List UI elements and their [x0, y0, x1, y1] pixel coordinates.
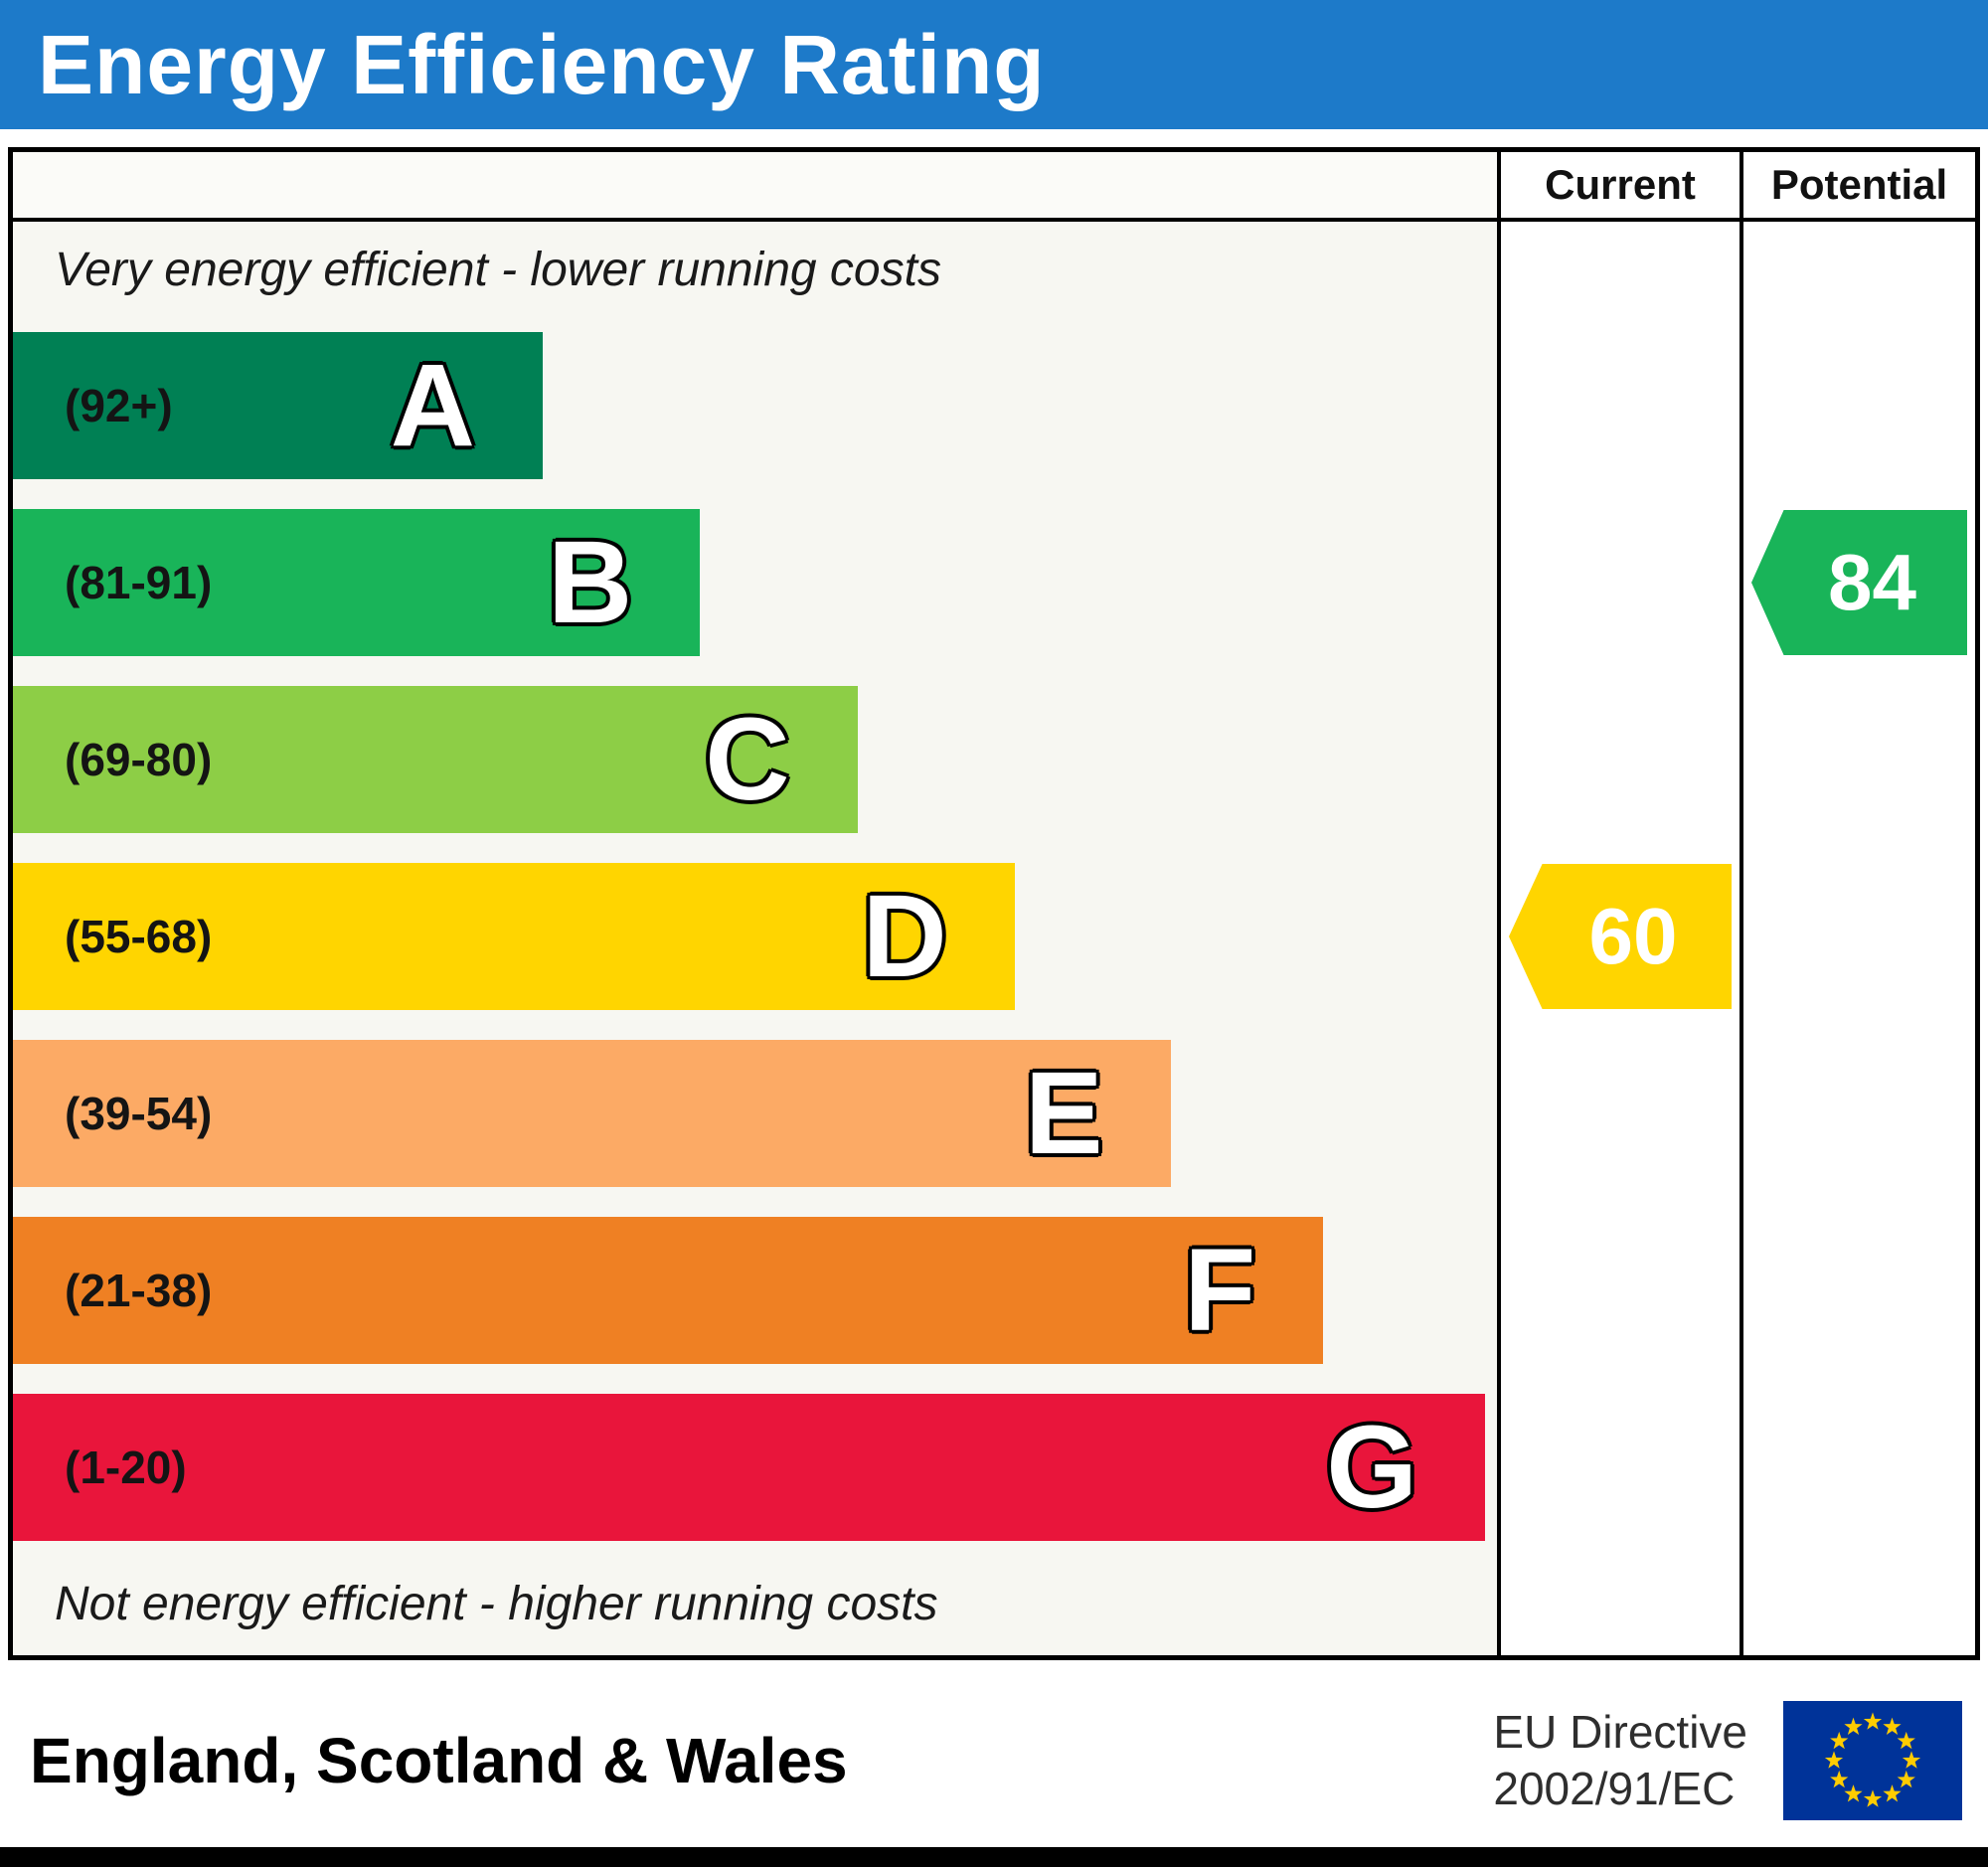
current-column-header: Current — [1501, 152, 1740, 222]
page-title: Energy Efficiency Rating — [38, 17, 1046, 111]
epc-chart: Very energy efficient - lower running co… — [8, 147, 1980, 1660]
band-bar-d: (55-68) D — [13, 863, 1015, 1010]
title-bar: Energy Efficiency Rating — [0, 0, 1988, 129]
band-letter: D — [862, 871, 947, 1002]
bottom-border — [0, 1847, 1988, 1867]
band-column-body: Very energy efficient - lower running co… — [13, 222, 1497, 1655]
eu-directive-label: EU Directive 2002/91/EC — [1493, 1704, 1747, 1818]
band-range-label: (1-20) — [65, 1442, 187, 1493]
bottom-note: Not energy efficient - higher running co… — [55, 1577, 938, 1630]
band-range-label: (39-54) — [65, 1088, 213, 1139]
band-bar-c: (69-80) C — [13, 686, 858, 833]
band-letter: A — [390, 340, 475, 471]
band-letter: F — [1184, 1225, 1256, 1356]
band-letter: G — [1326, 1402, 1418, 1533]
band-range-label: (81-91) — [65, 557, 213, 608]
region-label: England, Scotland & Wales — [30, 1725, 848, 1796]
potential-column: Potential 84 — [1740, 152, 1975, 1655]
potential-column-header: Potential — [1743, 152, 1975, 222]
band-row-a: (92+) A — [13, 317, 1497, 494]
current-rating-value: 60 — [1588, 892, 1678, 980]
band-letter: B — [548, 517, 633, 648]
band-row-f: (21-38) F — [13, 1202, 1497, 1379]
band-letter: E — [1024, 1048, 1103, 1179]
band-row-g: (1-20) G — [13, 1379, 1497, 1556]
eu-flag-icon — [1783, 1701, 1962, 1820]
band-letter: C — [705, 694, 790, 825]
potential-column-body: 84 — [1743, 222, 1975, 1655]
band-bar-f: (21-38) F — [13, 1217, 1324, 1364]
current-rating-marker: 60 — [1509, 864, 1732, 1009]
band-bar-g: (1-20) G — [13, 1394, 1486, 1541]
footer: England, Scotland & Wales EU Directive 2… — [0, 1674, 1988, 1847]
band-row-e: (39-54) E — [13, 1025, 1497, 1202]
band-bar-e: (39-54) E — [13, 1040, 1171, 1187]
potential-rating-value: 84 — [1828, 538, 1916, 626]
potential-rating-marker: 84 — [1751, 510, 1967, 655]
band-row-d: (55-68) D — [13, 848, 1497, 1025]
band-column: Very energy efficient - lower running co… — [13, 152, 1497, 1655]
band-range-label: (55-68) — [65, 911, 213, 962]
band-range-label: (21-38) — [65, 1265, 213, 1316]
band-bar-a: (92+) A — [13, 332, 543, 479]
band-row-c: (69-80) C — [13, 671, 1497, 848]
eu-directive-line2: 2002/91/EC — [1493, 1763, 1736, 1814]
current-column: Current 60 — [1497, 152, 1740, 1655]
band-row-b: (81-91) B — [13, 494, 1497, 671]
current-column-body: 60 — [1501, 222, 1740, 1655]
band-range-label: (69-80) — [65, 734, 213, 785]
band-column-header — [13, 152, 1497, 222]
top-note: Very energy efficient - lower running co… — [55, 243, 941, 296]
eu-directive-line1: EU Directive — [1493, 1705, 1747, 1758]
band-bar-b: (81-91) B — [13, 509, 701, 656]
band-range-label: (92+) — [65, 380, 173, 431]
